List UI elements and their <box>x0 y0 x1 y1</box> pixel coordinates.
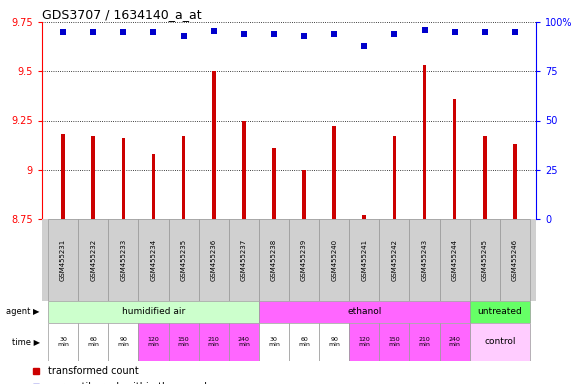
Text: agent ▶: agent ▶ <box>6 308 40 316</box>
Bar <box>138 219 168 301</box>
Bar <box>379 219 409 301</box>
Text: 240
min: 240 min <box>449 337 461 348</box>
Bar <box>409 323 440 361</box>
Bar <box>289 219 319 301</box>
Text: transformed count: transformed count <box>48 366 139 376</box>
Text: 60
min: 60 min <box>298 337 310 348</box>
Text: 150
min: 150 min <box>388 337 400 348</box>
Text: 210
min: 210 min <box>208 337 220 348</box>
Bar <box>168 323 199 361</box>
Bar <box>48 301 259 323</box>
Bar <box>78 219 108 301</box>
Bar <box>453 99 456 219</box>
Bar <box>470 219 500 301</box>
Bar <box>78 323 108 361</box>
Bar <box>483 136 486 219</box>
Bar <box>259 323 289 361</box>
Text: GSM455237: GSM455237 <box>241 239 247 281</box>
Text: 210
min: 210 min <box>419 337 431 348</box>
Bar <box>168 219 199 301</box>
Bar <box>349 323 379 361</box>
Bar <box>363 215 366 219</box>
Bar <box>259 219 289 301</box>
Text: 120
min: 120 min <box>147 337 159 348</box>
Text: GSM455236: GSM455236 <box>211 239 217 281</box>
Bar <box>48 323 78 361</box>
Text: time ▶: time ▶ <box>12 338 40 346</box>
Bar <box>48 219 78 301</box>
Text: GSM455240: GSM455240 <box>331 239 337 281</box>
Text: GSM455239: GSM455239 <box>301 239 307 281</box>
Text: 120
min: 120 min <box>359 337 370 348</box>
Bar <box>152 154 155 219</box>
Text: GSM455231: GSM455231 <box>60 239 66 281</box>
Text: GSM455235: GSM455235 <box>180 239 187 281</box>
Text: GSM455241: GSM455241 <box>361 239 367 281</box>
Text: 90
min: 90 min <box>118 337 129 348</box>
Bar <box>108 323 138 361</box>
Bar <box>393 136 396 219</box>
Text: GSM455232: GSM455232 <box>90 239 96 281</box>
Bar <box>440 219 470 301</box>
Bar <box>319 323 349 361</box>
Bar <box>513 144 517 219</box>
Bar <box>91 136 95 219</box>
Bar <box>61 134 65 219</box>
Bar <box>379 323 409 361</box>
Text: GSM455246: GSM455246 <box>512 239 518 281</box>
Text: ethanol: ethanol <box>347 308 381 316</box>
Bar <box>212 71 215 219</box>
Bar <box>319 219 349 301</box>
Bar <box>182 136 186 219</box>
Text: 240
min: 240 min <box>238 337 250 348</box>
Text: 150
min: 150 min <box>178 337 190 348</box>
Bar <box>440 323 470 361</box>
Bar <box>199 219 229 301</box>
Bar <box>259 301 470 323</box>
Bar <box>409 219 440 301</box>
Text: 60
min: 60 min <box>87 337 99 348</box>
Bar <box>470 323 530 361</box>
Bar <box>108 219 138 301</box>
Bar <box>272 148 276 219</box>
Bar <box>332 126 336 219</box>
Text: GDS3707 / 1634140_a_at: GDS3707 / 1634140_a_at <box>42 8 202 21</box>
Text: GSM455243: GSM455243 <box>421 239 428 281</box>
Text: 30
min: 30 min <box>57 337 69 348</box>
Text: GSM455234: GSM455234 <box>150 239 156 281</box>
Text: GSM455245: GSM455245 <box>482 239 488 281</box>
Bar <box>242 121 246 219</box>
Text: 90
min: 90 min <box>328 337 340 348</box>
Text: GSM455244: GSM455244 <box>452 239 458 281</box>
Bar <box>122 138 125 219</box>
Text: GSM455238: GSM455238 <box>271 239 277 281</box>
Bar <box>289 323 319 361</box>
Bar <box>470 301 530 323</box>
Text: GSM455242: GSM455242 <box>392 239 397 281</box>
Text: 30
min: 30 min <box>268 337 280 348</box>
Bar <box>138 323 168 361</box>
Text: untreated: untreated <box>477 308 522 316</box>
Bar <box>423 65 427 219</box>
Bar <box>349 219 379 301</box>
Bar <box>199 323 229 361</box>
Bar <box>500 219 530 301</box>
Bar <box>229 219 259 301</box>
Bar <box>302 170 306 219</box>
Text: humidified air: humidified air <box>122 308 185 316</box>
Text: control: control <box>484 338 516 346</box>
Text: percentile rank within the sample: percentile rank within the sample <box>48 382 213 384</box>
Bar <box>229 323 259 361</box>
Text: GSM455233: GSM455233 <box>120 239 126 281</box>
